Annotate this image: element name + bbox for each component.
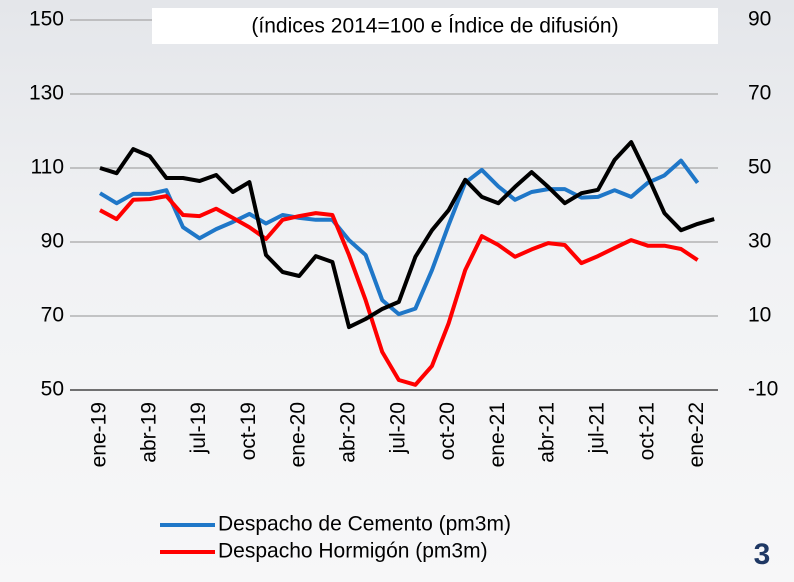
x-tick-label: ene-20	[287, 402, 310, 467]
subtitle-box	[152, 8, 718, 44]
chart-subtitle: (índices 2014=100 e Índice de difusión)	[251, 15, 618, 38]
x-tick-label: oct-19	[237, 402, 260, 460]
x-tick-label: jul-21	[586, 402, 609, 454]
x-tick-label: ene-22	[685, 402, 708, 467]
y2-tick-label: 70	[748, 82, 771, 105]
x-tick-label: jul-20	[386, 402, 409, 454]
y2-tick-label: 10	[748, 304, 771, 327]
y-tick-label: 50	[41, 378, 64, 401]
legend-label: Despacho de Cemento (pm3m)	[218, 513, 511, 536]
y2-tick-label: 30	[748, 230, 771, 253]
y2-tick-label: 50	[748, 156, 771, 179]
series-line	[99, 194, 699, 387]
x-tick-label: abr-21	[536, 402, 559, 463]
y-tick-label: 110	[31, 156, 64, 179]
series-line	[98, 158, 700, 317]
y-tick-label: 70	[41, 304, 64, 327]
x-tick-label: ene-19	[88, 402, 111, 467]
series-line	[99, 140, 715, 330]
y2-tick-label: 90	[748, 8, 771, 31]
x-tick-label: oct-20	[436, 402, 459, 460]
x-tick-label: ene-21	[486, 402, 509, 467]
y2-tick-label: -10	[748, 378, 778, 401]
x-tick-label: jul-19	[187, 402, 210, 454]
x-tick-label: oct-21	[635, 402, 658, 460]
y-tick-label: 130	[29, 82, 64, 105]
x-tick-label: abr-19	[137, 402, 160, 463]
y-tick-label: 90	[41, 230, 64, 253]
legend-label: Despacho Hormigón (pm3m)	[218, 540, 488, 563]
y-tick-label: 150	[29, 8, 64, 31]
page-number: 3	[754, 538, 771, 571]
x-tick-label: abr-20	[337, 402, 360, 463]
